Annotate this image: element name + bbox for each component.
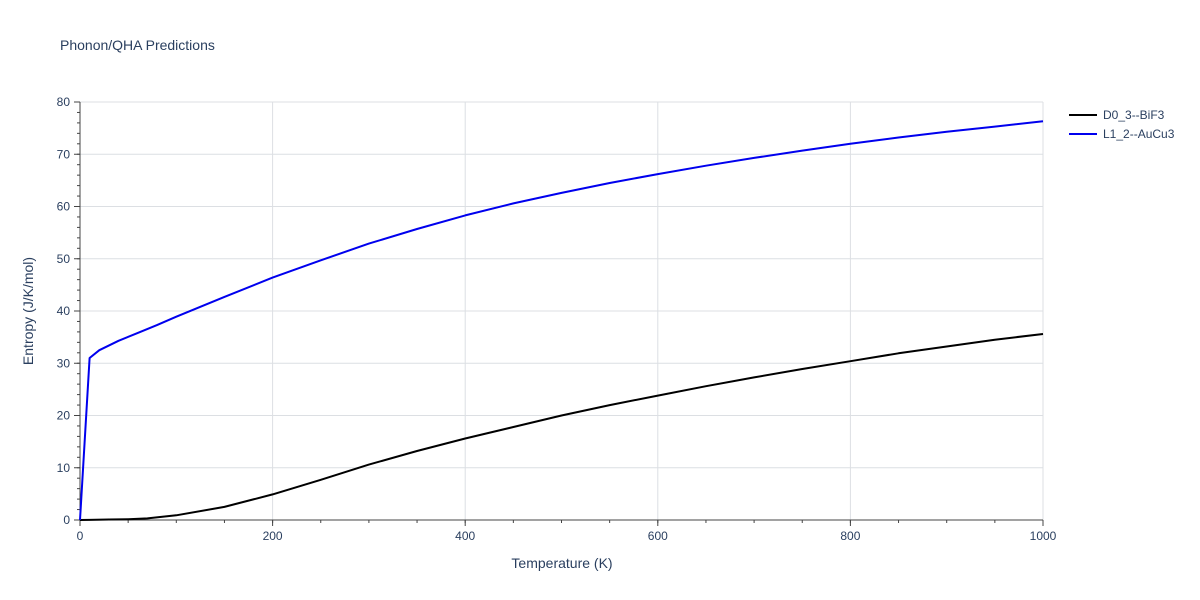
y-tick-label: 0: [63, 513, 70, 527]
y-tick-label: 50: [57, 252, 71, 266]
axes: [74, 101, 1044, 526]
x-axis-title: Temperature (K): [511, 555, 612, 571]
series-line-1: [79, 333, 1044, 521]
y-tick-label: 20: [57, 409, 71, 423]
series-lines: [79, 120, 1044, 521]
x-tick-label: 200: [263, 529, 283, 543]
y-tick-label: 80: [57, 95, 71, 109]
y-tick-label: 30: [57, 356, 71, 370]
y-tick-label: 10: [57, 461, 71, 475]
legend-label: D0_3--BiF3: [1103, 108, 1165, 122]
legend-label: L1_2--AuCu3: [1103, 127, 1175, 141]
minor-ticks: [77, 101, 1044, 523]
y-tick-label: 40: [57, 304, 71, 318]
chart-title: Phonon/QHA Predictions: [60, 37, 215, 53]
x-tick-labels: 0 200 400 600 800 1000: [77, 529, 1057, 543]
legend-item-1[interactable]: D0_3--BiF3: [1069, 108, 1165, 122]
x-tick-label: 600: [648, 529, 668, 543]
legend[interactable]: D0_3--BiF3 L1_2--AuCu3: [1069, 108, 1175, 141]
legend-item-2[interactable]: L1_2--AuCu3: [1069, 127, 1175, 141]
y-axis-title: Entropy (J/K/mol): [20, 257, 36, 365]
y-tick-label: 70: [57, 147, 71, 161]
y-tick-labels: 0 10 20 30 40 50 60 70 80: [57, 95, 71, 527]
gridlines: [80, 101, 1044, 520]
x-tick-label: 0: [77, 529, 84, 543]
y-tick-label: 60: [57, 200, 71, 214]
x-tick-label: 1000: [1030, 529, 1057, 543]
x-tick-label: 800: [840, 529, 860, 543]
x-tick-label: 400: [455, 529, 475, 543]
series-line-2: [79, 120, 1044, 521]
